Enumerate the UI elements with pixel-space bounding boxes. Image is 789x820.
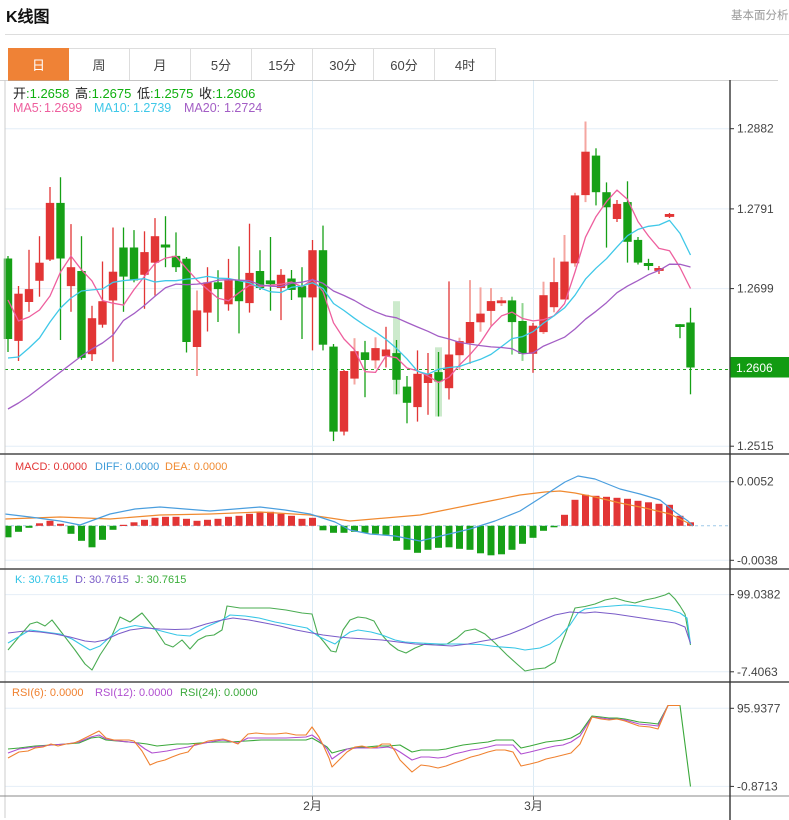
svg-text:1.2699: 1.2699	[44, 101, 82, 115]
svg-text:收: 收	[199, 86, 212, 101]
svg-text:-0.8713: -0.8713	[737, 779, 778, 793]
svg-text::1.2575: :1.2575	[150, 86, 193, 101]
svg-text:1.2699: 1.2699	[737, 282, 774, 296]
svg-text:开: 开	[13, 86, 26, 101]
svg-text:0.0052: 0.0052	[737, 475, 774, 489]
svg-text:高: 高	[75, 86, 88, 101]
svg-text:RSI(24): 0.0000: RSI(24): 0.0000	[180, 687, 258, 699]
svg-text:1.2724: 1.2724	[224, 101, 262, 115]
svg-text:1.2882: 1.2882	[737, 122, 774, 136]
svg-text:低: 低	[137, 86, 150, 101]
svg-text:RSI(12): 0.0000: RSI(12): 0.0000	[95, 687, 173, 699]
svg-text:1.2739: 1.2739	[133, 101, 171, 115]
svg-text:99.0382: 99.0382	[737, 588, 781, 602]
svg-text::1.2606: :1.2606	[212, 86, 255, 101]
svg-text::1.2675: :1.2675	[88, 86, 131, 101]
svg-text:3月: 3月	[524, 799, 543, 813]
svg-text:MA10:: MA10:	[94, 101, 130, 115]
svg-text:95.9377: 95.9377	[737, 701, 781, 715]
svg-text:D: 30.7615: D: 30.7615	[75, 574, 129, 586]
svg-text:1.2515: 1.2515	[737, 439, 774, 453]
svg-text:2月: 2月	[303, 799, 322, 813]
svg-text:1.2791: 1.2791	[737, 202, 774, 216]
svg-text:MA5:: MA5:	[13, 101, 42, 115]
svg-text:-0.0038: -0.0038	[737, 553, 778, 567]
svg-text:MA20:: MA20:	[184, 101, 220, 115]
svg-text:RSI(6): 0.0000: RSI(6): 0.0000	[12, 687, 84, 699]
svg-text:-7.4063: -7.4063	[737, 665, 778, 679]
svg-text:DEA: 0.0000: DEA: 0.0000	[165, 461, 227, 473]
svg-text:MACD: 0.0000: MACD: 0.0000	[15, 461, 87, 473]
svg-text:K: 30.7615: K: 30.7615	[15, 574, 68, 586]
svg-text:J: 30.7615: J: 30.7615	[135, 574, 186, 586]
svg-text::1.2658: :1.2658	[26, 86, 69, 101]
svg-text:DIFF: 0.0000: DIFF: 0.0000	[95, 461, 159, 473]
svg-text:1.2606: 1.2606	[736, 361, 773, 375]
